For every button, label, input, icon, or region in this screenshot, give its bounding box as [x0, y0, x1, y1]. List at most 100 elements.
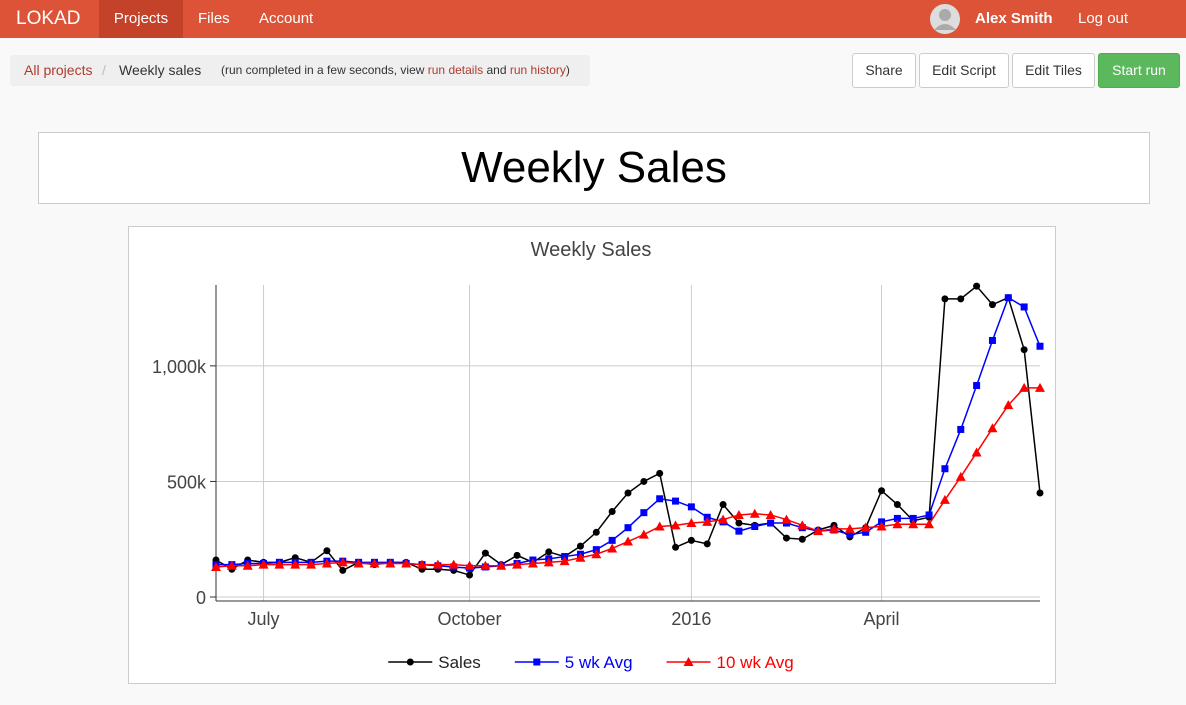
- legend-marker: [406, 658, 414, 666]
- data-point: [608, 536, 616, 544]
- data-point: [908, 519, 919, 529]
- legend-label: 10 wk Avg: [717, 653, 794, 672]
- data-point: [656, 469, 664, 477]
- tile-header: Weekly Sales: [38, 132, 1150, 204]
- data-point: [686, 518, 697, 528]
- data-point: [1020, 303, 1028, 311]
- nav-item[interactable]: Account: [259, 10, 314, 27]
- data-point: [846, 531, 854, 539]
- data-point: [672, 497, 680, 505]
- data-point: [527, 558, 538, 568]
- data-point: [893, 514, 901, 522]
- data-point: [624, 524, 632, 532]
- data-point: [782, 534, 790, 542]
- data-point: [623, 536, 633, 546]
- legend-marker: [683, 657, 694, 666]
- data-point: [672, 543, 680, 551]
- data-point: [893, 501, 901, 509]
- data-point: [702, 516, 713, 526]
- user-name[interactable]: Alex Smith: [975, 10, 1053, 27]
- data-point: [1035, 382, 1045, 392]
- data-point: [797, 520, 808, 530]
- data-point: [545, 548, 553, 556]
- share-button[interactable]: Share: [852, 53, 916, 88]
- data-point: [719, 501, 727, 509]
- data-point: [640, 509, 648, 517]
- data-point: [369, 558, 380, 568]
- data-point: [941, 295, 949, 303]
- nav-item[interactable]: Projects: [99, 0, 183, 38]
- x-tick-label: October: [438, 609, 502, 629]
- data-point: [813, 526, 824, 536]
- edit-tiles-button[interactable]: Edit Tiles: [1012, 53, 1095, 88]
- data-point: [955, 471, 966, 481]
- data-point: [862, 528, 870, 536]
- data-point: [687, 536, 695, 544]
- note-link[interactable]: run history: [509, 63, 566, 77]
- start-run-button[interactable]: Start run: [1098, 53, 1180, 88]
- data-point: [860, 522, 871, 532]
- data-point: [576, 542, 584, 550]
- data-point: [765, 509, 776, 519]
- data-point: [973, 282, 981, 290]
- data-point: [939, 494, 950, 504]
- data-point: [670, 520, 681, 530]
- data-point: [242, 560, 253, 570]
- data-point: [480, 560, 491, 570]
- data-point: [781, 514, 792, 524]
- data-point: [464, 560, 475, 570]
- data-point: [321, 558, 332, 568]
- data-point: [512, 559, 523, 569]
- note-link[interactable]: run details: [427, 63, 484, 77]
- data-point: [575, 552, 586, 562]
- data-point: [417, 559, 427, 569]
- chart: Weekly Sales 0 500k 1,000k July October 2016 A…: [128, 226, 1056, 684]
- data-point: [767, 519, 775, 527]
- data-point: [543, 557, 554, 567]
- data-point: [971, 447, 982, 457]
- data-point: [957, 295, 965, 303]
- data-point: [735, 527, 743, 535]
- data-point: [988, 301, 996, 309]
- data-point: [941, 465, 949, 473]
- data-point: [306, 559, 317, 569]
- data-point: [1036, 342, 1044, 350]
- data-point: [592, 528, 600, 536]
- data-point: [448, 559, 459, 569]
- crumb-link[interactable]: All projects: [24, 62, 93, 78]
- data-point: [323, 547, 331, 555]
- breadcrumb: All projects / Weekly sales (run complet…: [10, 55, 590, 86]
- legend-label: 5 wk Avg: [565, 653, 633, 672]
- data-point: [1036, 489, 1044, 497]
- x-tick-label: 2016: [671, 609, 711, 629]
- data-point: [749, 508, 760, 518]
- x-tick-label: July: [248, 609, 280, 629]
- data-point: [703, 540, 711, 548]
- data-point: [258, 559, 269, 569]
- data-point: [607, 543, 618, 553]
- data-point: [909, 514, 917, 522]
- logout[interactable]: Log out: [1078, 10, 1129, 27]
- nav-item[interactable]: Files: [198, 10, 230, 27]
- data-point: [844, 523, 855, 533]
- data-point: [624, 489, 632, 497]
- data-point: [735, 519, 743, 527]
- data-point: [290, 559, 301, 569]
- data-point: [973, 382, 981, 390]
- data-point: [226, 560, 237, 570]
- data-point: [687, 503, 695, 511]
- data-point: [385, 558, 396, 568]
- data-point: [892, 519, 903, 529]
- y-tick-label: 0: [196, 588, 206, 608]
- data-point: [353, 558, 364, 568]
- data-point: [733, 509, 744, 519]
- data-point: [798, 535, 806, 543]
- data-point: [924, 519, 935, 529]
- data-point: [987, 423, 998, 433]
- brand[interactable]: LOKAD: [16, 8, 81, 29]
- data-point: [591, 549, 602, 559]
- data-point: [829, 523, 839, 533]
- edit-script-button[interactable]: Edit Script: [919, 53, 1009, 88]
- data-point: [1003, 400, 1014, 410]
